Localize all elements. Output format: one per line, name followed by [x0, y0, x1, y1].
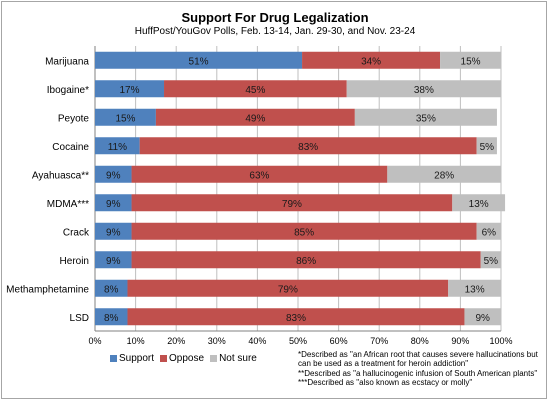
footnote-line: **Described as "a hallucinogenic infusio… — [298, 368, 538, 378]
x-tick-label: 90% — [451, 336, 469, 345]
category-label: Heroin — [60, 256, 89, 267]
legend-label-not-sure: Not sure — [219, 353, 257, 364]
category-label: Methamphetamine — [6, 284, 89, 295]
data-label-support: 8% — [104, 284, 119, 295]
data-label-support: 11% — [108, 142, 127, 153]
bar-support — [95, 251, 132, 269]
data-label-not-sure: 13% — [465, 284, 485, 295]
bar-not-sure — [387, 165, 501, 183]
data-label-oppose: 49% — [245, 113, 265, 124]
legend-swatch-support — [110, 355, 117, 362]
category-label: Cocaine — [52, 142, 89, 153]
category-label: MDMA*** — [47, 199, 89, 210]
data-label-support: 9% — [106, 170, 121, 181]
legend-swatch-oppose — [160, 355, 168, 362]
legend-label-support: Support — [119, 353, 155, 364]
data-label-not-sure: 13% — [469, 199, 489, 210]
x-tick-label: 20% — [167, 336, 185, 345]
bar-oppose — [127, 279, 449, 297]
category-label: LSD — [70, 313, 89, 324]
data-label-support: 51% — [189, 56, 209, 67]
bar-not-sure — [452, 194, 506, 212]
x-tick-label: 10% — [127, 336, 145, 345]
bar-support — [95, 51, 303, 69]
chart-legend: Support Oppose Not sure — [110, 353, 257, 364]
data-label-support: 8% — [104, 313, 119, 324]
data-label-not-sure: 15% — [461, 56, 481, 67]
legend-label-oppose: Oppose — [169, 353, 205, 364]
bar-support — [95, 165, 132, 183]
stacked-bar-chart: 0% 10% 20% 30% 40% 50% 60% 70% 80% 90% 100% Marijua… — [6, 46, 513, 345]
bar-support — [95, 279, 128, 297]
bar-support — [95, 137, 140, 155]
bar-oppose — [131, 165, 388, 183]
bar-support — [95, 80, 165, 98]
bar-not-sure — [480, 251, 501, 269]
data-label-oppose: 83% — [298, 142, 318, 153]
bar-not-sure — [448, 279, 501, 297]
legend-item-oppose: Oppose — [160, 353, 204, 364]
bar-oppose — [131, 194, 453, 212]
bar-oppose — [131, 222, 477, 240]
bar-support — [95, 222, 132, 240]
category-label: Ayahuasca** — [32, 170, 89, 181]
category-label: Peyote — [58, 113, 90, 124]
x-tick-label: 0% — [88, 336, 101, 345]
bar-not-sure — [440, 51, 501, 69]
bar-not-sure — [346, 80, 501, 98]
data-label-support: 17% — [120, 85, 140, 96]
x-tick-label: 60% — [330, 336, 348, 345]
bar-oppose — [155, 108, 355, 126]
bar-support — [95, 108, 156, 126]
category-label: Ibogaine* — [47, 85, 89, 96]
bar-support — [95, 308, 128, 326]
data-label-not-sure: 5% — [480, 142, 495, 153]
category-label: Marijuana — [45, 56, 89, 67]
data-label-oppose: 85% — [294, 227, 314, 238]
data-label-not-sure: 38% — [414, 85, 434, 96]
data-label-not-sure: 5% — [484, 256, 499, 267]
data-label-oppose: 86% — [296, 256, 316, 267]
footnotes: *Described as "an African root that caus… — [298, 350, 548, 387]
footnote-line: can be used as a treatment for heroin ad… — [298, 359, 469, 369]
bar-not-sure — [354, 108, 497, 126]
data-label-oppose: 45% — [245, 85, 265, 96]
chart-title: Support For Drug Legalization — [181, 10, 369, 25]
bar-not-sure — [464, 308, 501, 326]
category-label: Crack — [63, 227, 90, 238]
footnote-line: ***Described as "also known as ecstacy o… — [298, 377, 473, 387]
bar-oppose — [164, 80, 347, 98]
bar-support — [95, 194, 132, 212]
data-label-not-sure: 35% — [416, 113, 436, 124]
legend-item-not-sure: Not sure — [210, 353, 257, 364]
data-label-oppose: 79% — [282, 199, 302, 210]
footnote-line: *Described as "an African root that caus… — [298, 350, 538, 359]
data-label-oppose: 79% — [278, 284, 298, 295]
data-label-oppose: 63% — [249, 170, 269, 181]
legend-item-support: Support — [110, 353, 154, 364]
bar-oppose — [131, 251, 481, 269]
bar-not-sure — [476, 137, 497, 155]
x-tick-label: 40% — [248, 336, 266, 345]
data-label-support: 9% — [106, 227, 121, 238]
data-label-oppose: 34% — [361, 56, 381, 67]
x-tick-label: 50% — [289, 336, 307, 345]
data-label-support: 15% — [115, 113, 135, 124]
data-label-not-sure: 28% — [434, 170, 454, 181]
legend-swatch-not-sure — [210, 355, 218, 362]
x-tick-label: 30% — [208, 336, 226, 345]
data-label-support: 9% — [106, 199, 121, 210]
x-tick-label: 100% — [489, 336, 512, 345]
bar-oppose — [302, 51, 441, 69]
data-label-support: 9% — [106, 256, 121, 267]
chart-subtitle: HuffPost/YouGov Polls, Feb. 13-14, Jan. … — [134, 26, 416, 37]
bar-oppose — [127, 308, 465, 326]
bar-not-sure — [476, 222, 501, 240]
data-label-oppose: 83% — [286, 313, 306, 324]
x-tick-label: 70% — [370, 336, 388, 345]
data-label-not-sure: 9% — [476, 313, 491, 324]
x-tick-label: 80% — [411, 336, 429, 345]
bar-oppose — [139, 137, 477, 155]
data-label-not-sure: 6% — [482, 227, 497, 238]
